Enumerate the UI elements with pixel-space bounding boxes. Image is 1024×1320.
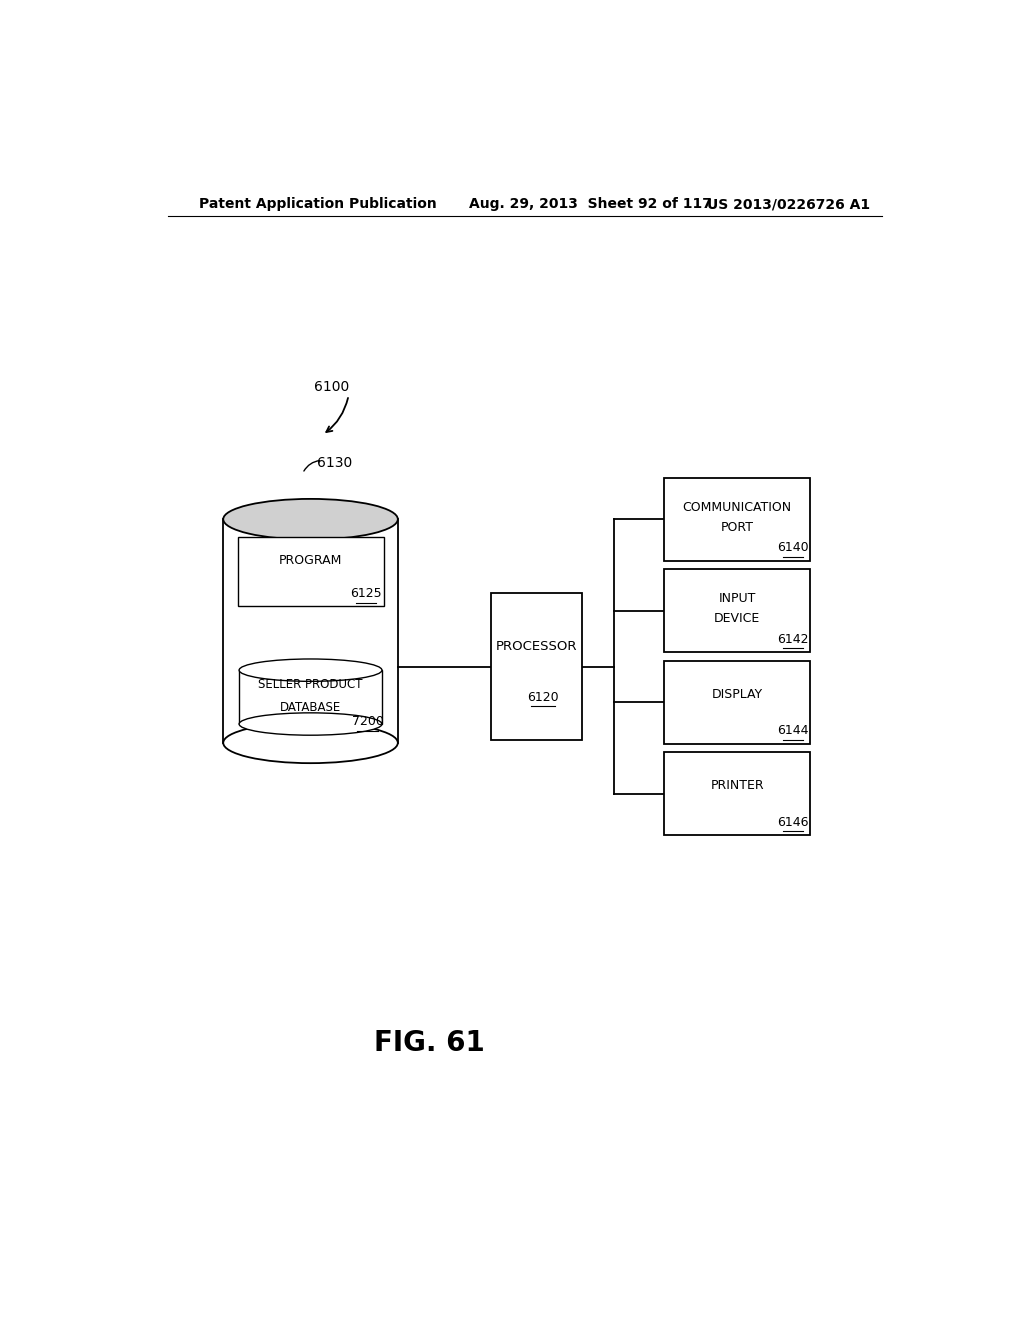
Text: 6142: 6142 xyxy=(777,632,809,645)
Text: PROGRAM: PROGRAM xyxy=(279,554,342,568)
Polygon shape xyxy=(223,519,397,743)
Text: 6140: 6140 xyxy=(777,541,809,554)
Ellipse shape xyxy=(240,659,382,681)
Bar xyxy=(664,752,811,836)
Text: INPUT: INPUT xyxy=(719,591,756,605)
Text: Aug. 29, 2013  Sheet 92 of 117: Aug. 29, 2013 Sheet 92 of 117 xyxy=(469,197,712,211)
Text: DATABASE: DATABASE xyxy=(280,701,341,714)
Text: 6146: 6146 xyxy=(777,816,809,829)
Text: US 2013/0226726 A1: US 2013/0226726 A1 xyxy=(708,197,870,211)
Text: DEVICE: DEVICE xyxy=(714,612,760,626)
Bar xyxy=(238,536,384,606)
Text: SELLER PRODUCT: SELLER PRODUCT xyxy=(258,678,362,692)
Ellipse shape xyxy=(223,499,398,540)
Ellipse shape xyxy=(223,722,398,763)
Bar xyxy=(664,569,811,652)
Text: PORT: PORT xyxy=(721,521,754,533)
Text: COMMUNICATION: COMMUNICATION xyxy=(683,500,792,513)
Text: 6125: 6125 xyxy=(350,587,382,599)
Text: PROCESSOR: PROCESSOR xyxy=(496,640,578,653)
Ellipse shape xyxy=(240,713,382,735)
Text: 6130: 6130 xyxy=(316,457,352,470)
Text: DISPLAY: DISPLAY xyxy=(712,688,763,701)
Text: 7200: 7200 xyxy=(351,715,384,729)
Text: 6100: 6100 xyxy=(314,380,350,395)
Text: FIG. 61: FIG. 61 xyxy=(374,1028,485,1057)
Bar xyxy=(664,478,811,561)
Bar xyxy=(492,593,583,741)
Text: PRINTER: PRINTER xyxy=(711,779,764,792)
Bar xyxy=(664,660,811,744)
Text: 6120: 6120 xyxy=(527,690,559,704)
Text: Patent Application Publication: Patent Application Publication xyxy=(200,197,437,211)
Text: 6144: 6144 xyxy=(777,725,809,737)
Polygon shape xyxy=(240,671,382,725)
